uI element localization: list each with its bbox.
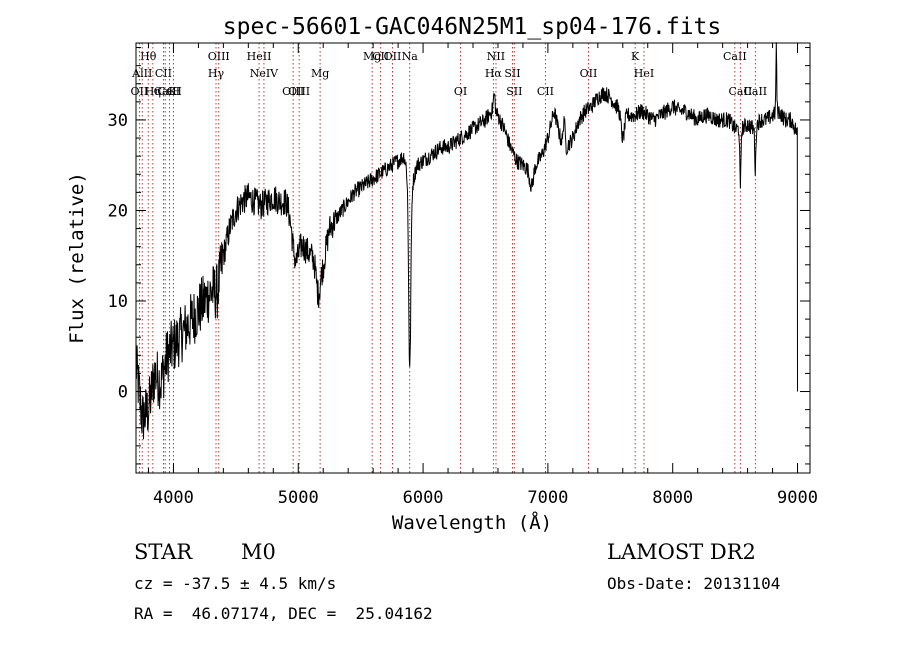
line-label: OI: [454, 85, 467, 98]
line-label: CII: [372, 50, 389, 63]
line-label: K: [631, 50, 640, 63]
x-tick-label: 7000: [527, 488, 568, 508]
line-label: CII: [155, 67, 172, 80]
chart-title: spec-56601-GAC046N25M1_sp04-176.fits: [223, 14, 722, 40]
y-axis-label: Flux (relative): [66, 172, 88, 344]
line-label: SII: [504, 67, 520, 80]
coordinates-text: RA = 46.07174, DEC = 25.04162: [134, 604, 433, 623]
line-label: OIII: [208, 50, 230, 63]
line-label: CaII: [723, 50, 747, 63]
spectrum-line: [135, 42, 798, 440]
line-label: OII: [384, 50, 402, 63]
object-class: STAR: [134, 540, 193, 564]
line-label: CaII: [729, 85, 753, 98]
survey-name: LAMOST DR2: [607, 540, 756, 564]
y-tick-label: 30: [108, 111, 128, 131]
line-label: OII: [131, 85, 149, 98]
x-tick-label: 4000: [153, 488, 194, 508]
line-label: NII: [487, 50, 505, 63]
line-label: NeIV: [250, 67, 279, 80]
line-label: CaH: [157, 85, 182, 98]
line-label: OI: [167, 85, 180, 98]
line-label: AlII: [131, 67, 152, 80]
line-label: Mg: [311, 67, 329, 80]
object-subclass: M0: [241, 540, 276, 564]
redshift-text: cz = -37.5 ± 4.5 km/s: [134, 574, 337, 593]
line-label: CII: [537, 85, 554, 98]
line-label: HeII: [247, 50, 272, 63]
y-tick-label: 20: [108, 201, 128, 221]
x-tick-label: 6000: [403, 488, 444, 508]
y-tick-label: 0: [118, 383, 128, 403]
line-label: OIII: [282, 85, 304, 98]
line-label: Hα: [485, 67, 503, 80]
obs-date-text: Obs-Date: 20131104: [607, 574, 781, 593]
line-label: OII: [580, 67, 598, 80]
axis-layer: 4000 5000 6000 7000 8000 9000 0 10 20 30: [108, 43, 818, 508]
line-label: Hγ: [208, 67, 225, 80]
line-label: OIII: [288, 85, 310, 98]
x-axis-label: Wavelength (Å): [392, 511, 552, 534]
line-label: Na: [402, 50, 419, 63]
plot-frame: [135, 42, 811, 474]
line-label: HeI: [634, 67, 654, 80]
x-tick-label: 9000: [777, 488, 818, 508]
y-tick-label: 10: [108, 292, 128, 312]
line-label: Mg: [363, 50, 381, 63]
x-tick-label: 5000: [278, 488, 319, 508]
x-tick-label: 8000: [652, 488, 693, 508]
line-label: Hη: [145, 85, 161, 98]
spectrum-layer: [135, 42, 798, 440]
line-label: CaII: [743, 85, 767, 98]
line-label: SII: [506, 85, 522, 98]
line-label: CaK: [154, 85, 178, 98]
